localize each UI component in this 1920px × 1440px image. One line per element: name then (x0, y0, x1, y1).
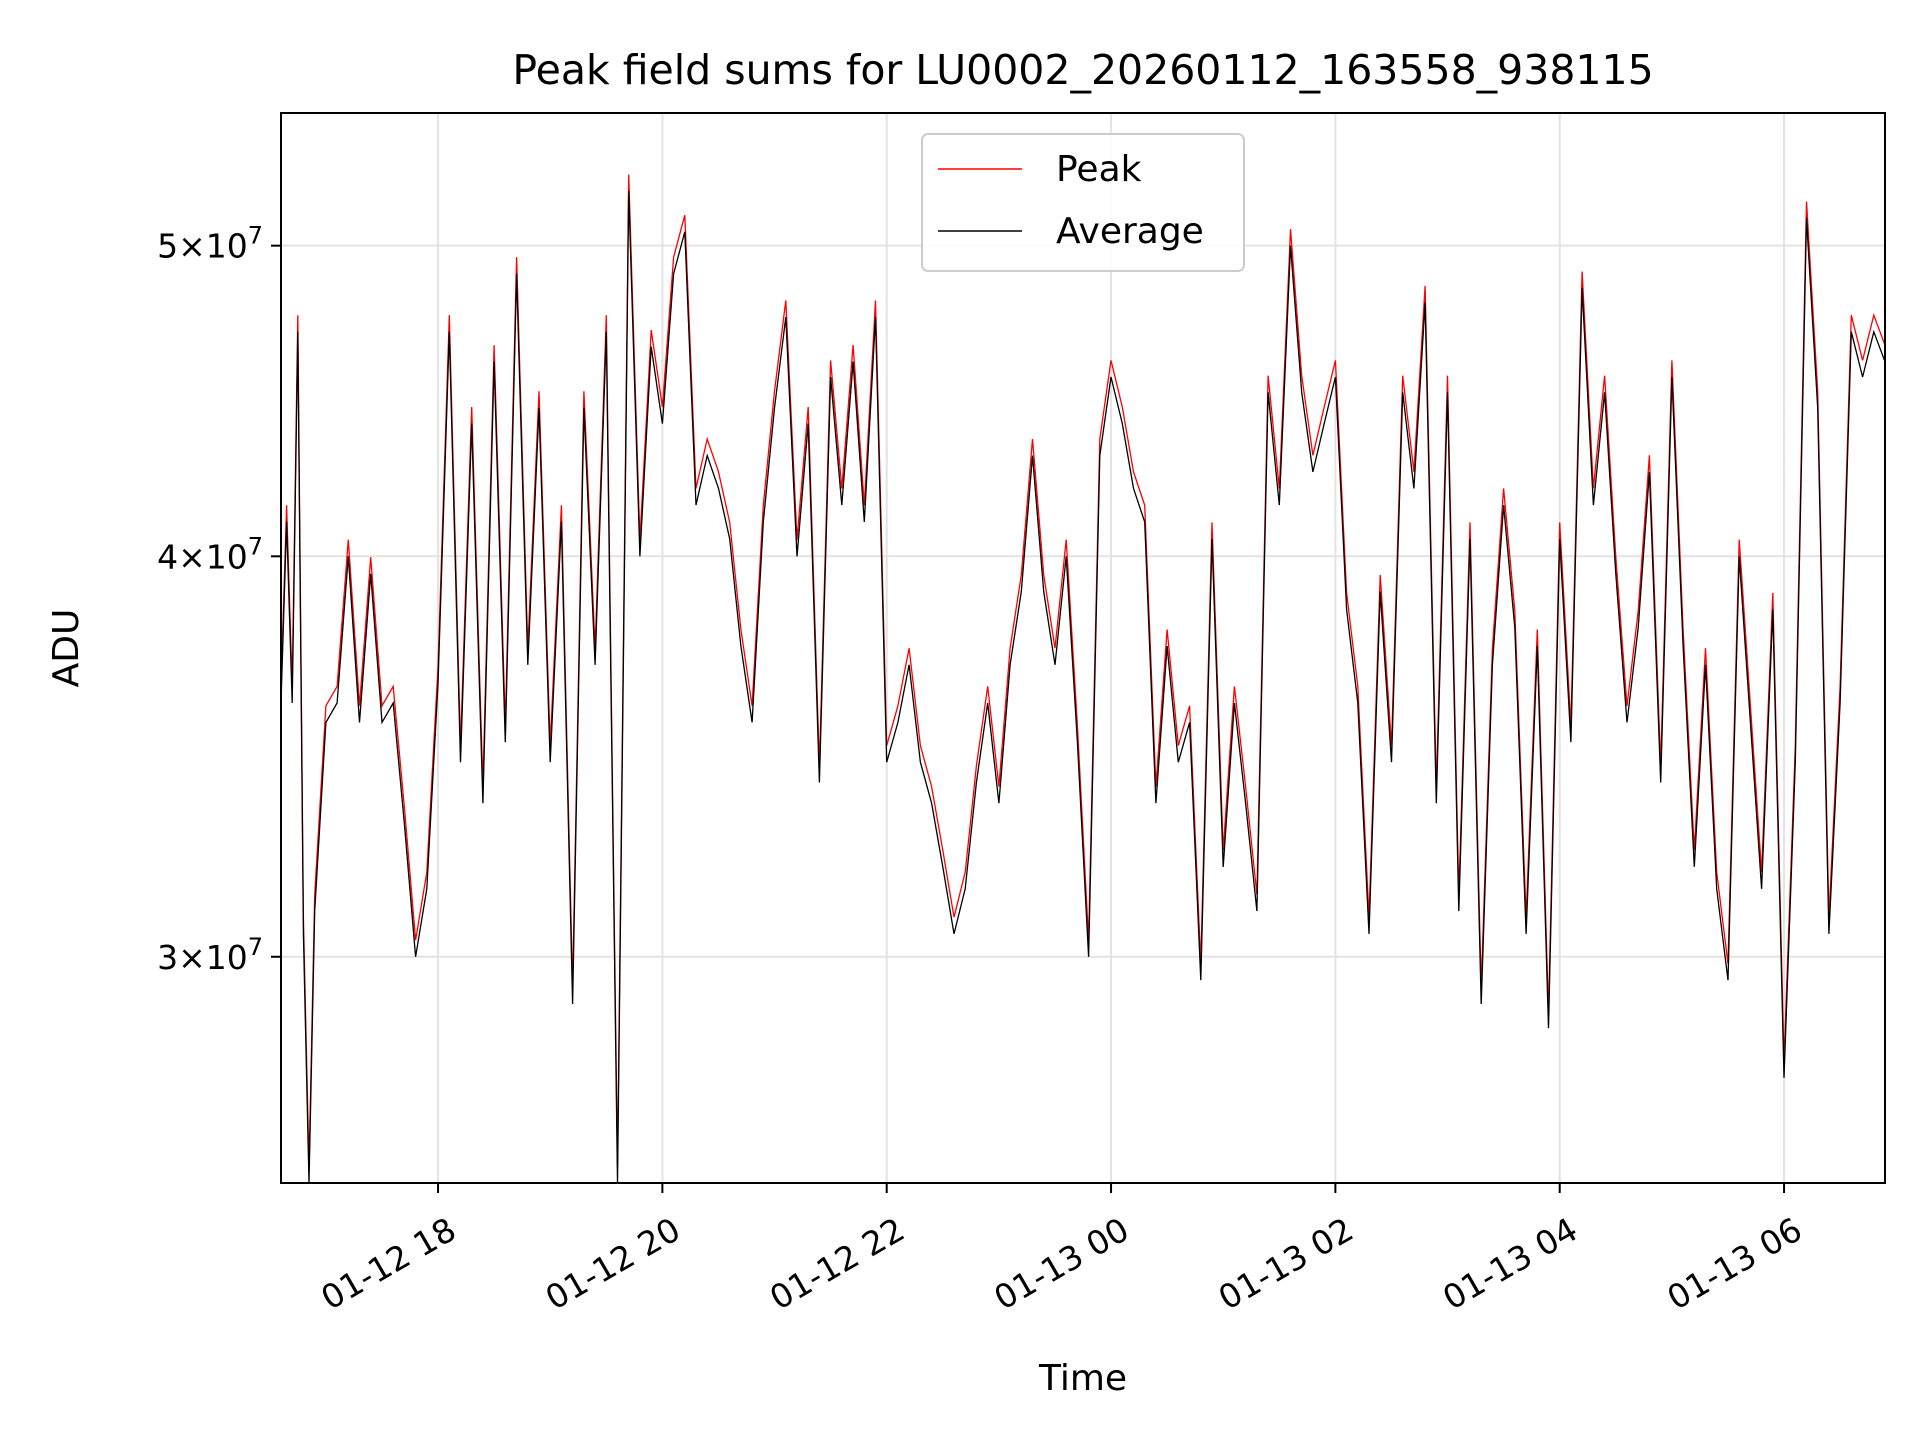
chart-title: Peak field sums for LU0002_20260112_1635… (512, 46, 1653, 94)
y-tick-label: 5×107 (157, 222, 263, 266)
x-axis-label: Time (1038, 1358, 1127, 1399)
y-tick-label: 4×107 (157, 532, 263, 576)
legend-average-label: Average (1056, 211, 1204, 252)
y-axis-label: ADU (46, 609, 87, 688)
y-axis-ticks: 3×107 4×107 5×107 (157, 222, 281, 977)
average-series-line (281, 191, 1885, 1183)
plot-frame (280, 112, 1886, 1184)
y-tick-label: 3×107 (157, 933, 263, 977)
legend-peak-label: Peak (1056, 149, 1142, 190)
legend: Peak Average (921, 133, 1245, 272)
